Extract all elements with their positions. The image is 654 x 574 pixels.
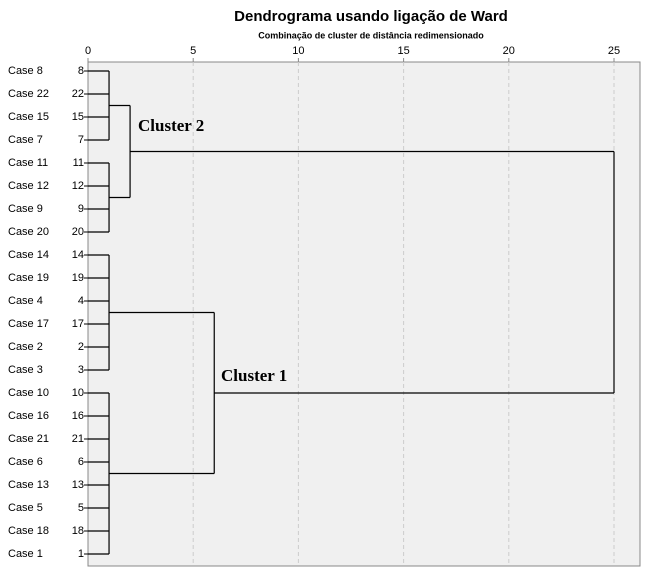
leaf-id: 15 <box>72 111 84 123</box>
leaf-id: 5 <box>78 502 84 514</box>
leaf-id: 1 <box>78 548 84 560</box>
leaf-name: Case 8 <box>8 65 43 77</box>
leaf-id: 20 <box>72 226 84 238</box>
leaf-name: Case 18 <box>8 525 49 537</box>
leaf-id: 11 <box>73 157 84 169</box>
leaf-name: Case 21 <box>8 433 49 445</box>
x-tick-label: 10 <box>292 45 304 57</box>
x-tick-label: 5 <box>190 45 196 57</box>
leaf-id: 18 <box>72 525 84 537</box>
annotation: Cluster 2 <box>138 116 204 135</box>
leaf-id: 7 <box>78 134 84 146</box>
leaf-id: 10 <box>72 387 84 399</box>
leaf-name: Case 4 <box>8 295 43 307</box>
merge-link <box>88 70 110 141</box>
leaf-name: Case 10 <box>8 387 49 399</box>
leaf-id: 14 <box>72 249 84 261</box>
annotation: Cluster 1 <box>221 366 287 385</box>
leaf-id: 6 <box>78 456 84 468</box>
leaf-name: Case 22 <box>8 88 49 100</box>
leaf-id: 21 <box>72 433 84 445</box>
leaf-name: Case 7 <box>8 134 43 146</box>
leaf-name: Case 16 <box>8 410 49 422</box>
leaf-name: Case 19 <box>8 272 49 284</box>
leaf-id: 4 <box>78 295 84 307</box>
x-tick-label: 15 <box>397 45 409 57</box>
leaf-name: Case 5 <box>8 502 43 514</box>
leaf-name: Case 2 <box>8 341 43 353</box>
plot-area <box>87 61 641 567</box>
leaf-id: 13 <box>72 479 84 491</box>
x-tick-label: 20 <box>503 45 515 57</box>
leaf-id: 19 <box>72 272 84 284</box>
chart-subtitle: Combinação de cluster de distância redim… <box>258 30 484 40</box>
leaf-id: 9 <box>78 203 84 215</box>
chart-title: Dendrograma usando ligação de Ward <box>234 8 508 25</box>
merge-link <box>88 162 110 233</box>
leaf-name: Case 6 <box>8 456 43 468</box>
leaf-id: 17 <box>72 318 84 330</box>
merge-link <box>88 254 110 371</box>
leaf-name: Case 15 <box>8 111 49 123</box>
leaf-name: Case 3 <box>8 364 43 376</box>
leaf-name: Case 12 <box>8 180 49 192</box>
leaf-name: Case 17 <box>8 318 49 330</box>
leaf-name: Case 20 <box>8 226 49 238</box>
leaf-id: 12 <box>72 180 84 192</box>
leaf-name: Case 1 <box>8 548 43 560</box>
leaf-id: 8 <box>78 65 84 77</box>
leaf-id: 22 <box>72 88 84 100</box>
leaf-id: 16 <box>72 410 84 422</box>
leaf-name: Case 14 <box>8 249 49 261</box>
leaf-name: Case 11 <box>8 157 48 169</box>
leaf-name: Case 9 <box>8 203 43 215</box>
leaf-id: 3 <box>78 364 84 376</box>
leaf-name: Case 13 <box>8 479 49 491</box>
x-tick-label: 25 <box>608 45 620 57</box>
x-tick-label: 0 <box>85 45 91 57</box>
leaf-id: 2 <box>78 341 84 353</box>
merge-link <box>130 150 615 394</box>
